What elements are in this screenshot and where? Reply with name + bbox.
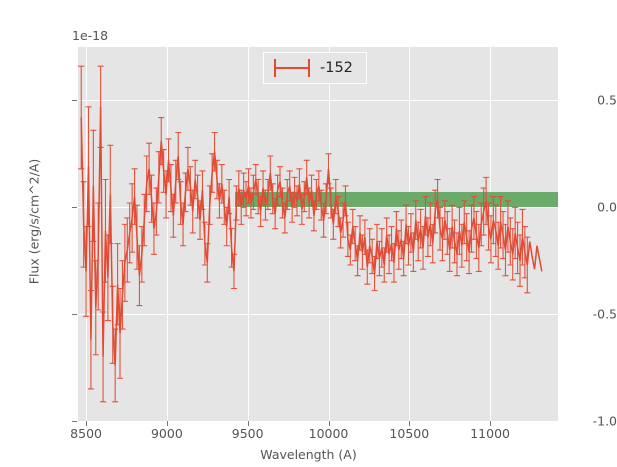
legend-box[interactable]: -152	[263, 52, 367, 84]
y-tick-mark	[72, 421, 77, 422]
gridline-vertical	[167, 47, 168, 421]
spectrum-line	[80, 106, 543, 366]
x-tick-label: 11000	[470, 426, 510, 441]
x-tick-mark	[409, 421, 411, 426]
y-tick-label: -0.5	[592, 306, 617, 322]
y-axis-label: Flux (erg/s/cm^2/A)	[26, 158, 42, 285]
gridline-vertical	[409, 47, 410, 421]
y-tick-label: 0.0	[597, 199, 617, 215]
gridline-horizontal	[78, 207, 558, 208]
x-tick-mark	[166, 421, 168, 426]
x-tick-label: 10500	[389, 426, 430, 441]
x-tick-label: 10000	[308, 426, 349, 441]
spectrum-series-with-errorbars	[78, 65, 543, 403]
gridline-horizontal	[78, 100, 558, 101]
gridline-vertical	[248, 47, 249, 421]
x-tick-label: 9500	[231, 426, 264, 441]
x-axis-label: Wavelength (A)	[260, 447, 357, 462]
gridline-horizontal	[78, 314, 558, 315]
y-tick-label: 0.5	[597, 92, 617, 108]
x-tick-mark	[490, 421, 492, 426]
y-tick-mark	[72, 207, 77, 209]
y-tick-label: -1.0	[592, 413, 617, 429]
x-tick-label: 9000	[150, 426, 183, 441]
x-tick-mark	[247, 421, 249, 426]
gridline-vertical	[329, 47, 330, 421]
y-axis-offset-text: 1e-18	[72, 28, 109, 43]
x-tick-mark	[86, 421, 88, 426]
x-tick-mark	[328, 421, 330, 426]
y-tick-mark	[72, 314, 77, 316]
legend-entry-label: -152	[320, 60, 353, 76]
x-tick-label: 8500	[70, 426, 102, 441]
legend-errorbar-icon	[274, 59, 310, 77]
y-tick-mark	[72, 100, 77, 102]
plot-area[interactable]	[78, 47, 558, 421]
